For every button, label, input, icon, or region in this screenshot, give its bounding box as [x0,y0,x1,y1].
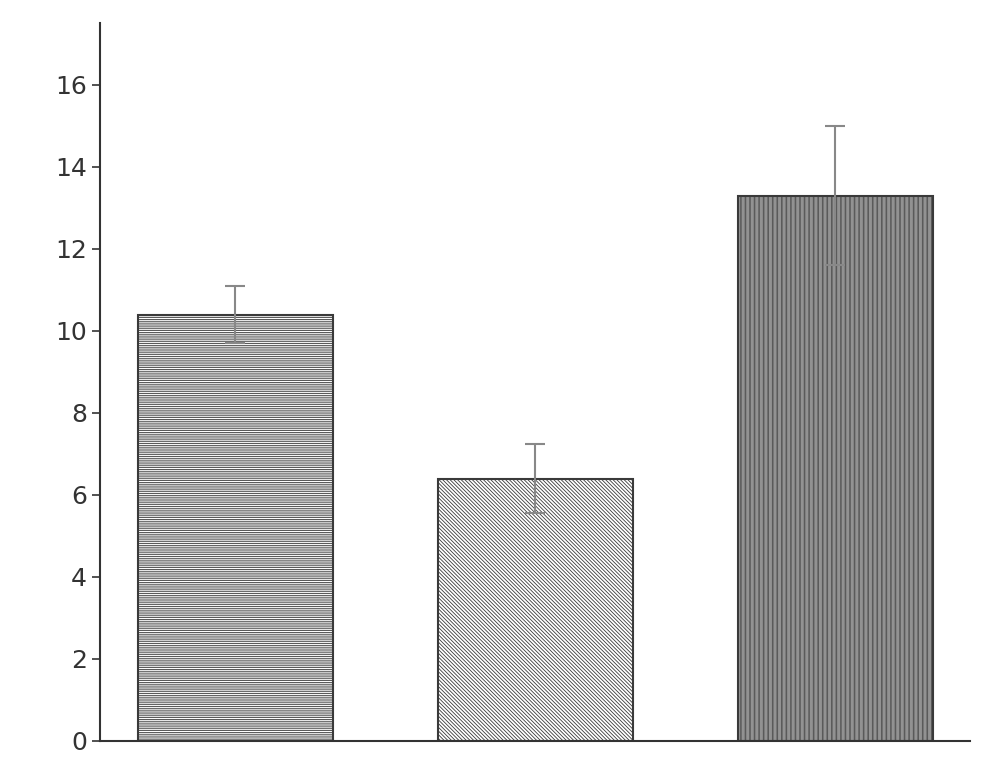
Bar [738,196,932,741]
Bar [138,314,332,741]
Bar [438,479,633,741]
